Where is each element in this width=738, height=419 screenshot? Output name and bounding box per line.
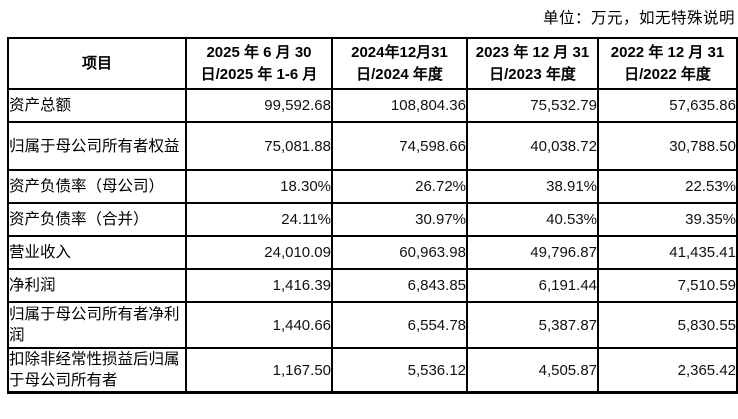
table-row: 资产总额 99,592.68 108,804.36 75,532.79 57,635.8… [7, 88, 738, 123]
row-label: 扣除非经常性损益后归属于母公司所有者 [7, 347, 187, 394]
row-value: 4,505.87 [466, 347, 599, 394]
row-value: 5,536.12 [331, 347, 468, 394]
financial-summary-table: 项目 2025 年 6 月 30 日/2025 年 1-6 月 2024年12月… [7, 37, 738, 394]
row-label: 归属于母公司所有者净利润 [7, 301, 187, 349]
row-value: 1,416.39 [185, 268, 333, 303]
row-label: 资产负债率（母公司） [7, 169, 187, 204]
row-value: 24,010.09 [185, 235, 333, 270]
row-value: 18.30% [185, 169, 333, 204]
row-value: 22.53% [597, 169, 738, 204]
row-value: 40,038.72 [466, 121, 599, 171]
row-label: 营业收入 [7, 235, 187, 270]
unit-note: 单位：万元，如无特殊说明 [542, 10, 735, 27]
row-value: 6,843.85 [331, 268, 468, 303]
row-value: 1,167.50 [185, 347, 333, 394]
header-cell-period-2022: 2022 年 12 月 31 日/2022 年度 [597, 37, 738, 90]
row-value: 75,081.88 [185, 121, 333, 171]
row-value: 2,365.42 [597, 347, 738, 394]
row-value: 6,191.44 [466, 268, 599, 303]
row-value: 60,963.98 [331, 235, 468, 270]
table-row: 资产负债率（母公司） 18.30% 26.72% 38.91% 22.53% [7, 169, 738, 204]
row-value: 7,510.59 [597, 268, 738, 303]
row-label: 归属于母公司所有者权益 [7, 121, 187, 171]
row-value: 49,796.87 [466, 235, 599, 270]
row-value: 5,387.87 [466, 301, 599, 349]
row-value: 99,592.68 [185, 88, 333, 123]
row-value: 41,435.41 [597, 235, 738, 270]
row-value: 40.53% [466, 202, 599, 237]
row-value: 24.11% [185, 202, 333, 237]
table-row: 归属于母公司所有者权益 75,081.88 74,598.66 40,038.72 30… [7, 121, 738, 171]
row-label: 净利润 [7, 268, 187, 303]
row-value: 30,788.50 [597, 121, 738, 171]
row-value: 5,830.55 [597, 301, 738, 349]
row-label: 资产负债率（合并） [7, 202, 187, 237]
row-value: 74,598.66 [331, 121, 468, 171]
table-row: 净利润 1,416.39 6,843.85 6,191.44 7,510.59 [7, 268, 738, 303]
table-row: 资产负债率（合并） 24.11% 30.97% 40.53% 39.35% [7, 202, 738, 237]
row-label: 资产总额 [7, 88, 187, 123]
table-row: 归属于母公司所有者净利润 1,440.66 6,554.78 5,387.87 5,83… [7, 301, 738, 349]
header-cell-period-2024: 2024年12月31 日/2024 年度 [331, 37, 468, 90]
table-row: 营业收入 24,010.09 60,963.98 49,796.87 41,435.41 [7, 235, 738, 270]
table-header-row: 项目 2025 年 6 月 30 日/2025 年 1-6 月 2024年12月… [7, 37, 738, 90]
row-value: 38.91% [466, 169, 599, 204]
row-value: 6,554.78 [331, 301, 468, 349]
header-cell-period-2025: 2025 年 6 月 30 日/2025 年 1-6 月 [185, 37, 333, 90]
row-value: 30.97% [331, 202, 468, 237]
row-value: 39.35% [597, 202, 738, 237]
row-value: 1,440.66 [185, 301, 333, 349]
header-cell-item: 项目 [7, 37, 187, 90]
table-row: 扣除非经常性损益后归属于母公司所有者 1,167.50 5,536.12 4,505.… [7, 347, 738, 394]
row-value: 75,532.79 [466, 88, 599, 123]
table-body: 资产总额 99,592.68 108,804.36 75,532.79 57,635.8… [7, 88, 738, 394]
row-value: 57,635.86 [597, 88, 738, 123]
header-cell-period-2023: 2023 年 12 月 31 日/2023 年度 [466, 37, 599, 90]
row-value: 26.72% [331, 169, 468, 204]
row-value: 108,804.36 [331, 88, 468, 123]
